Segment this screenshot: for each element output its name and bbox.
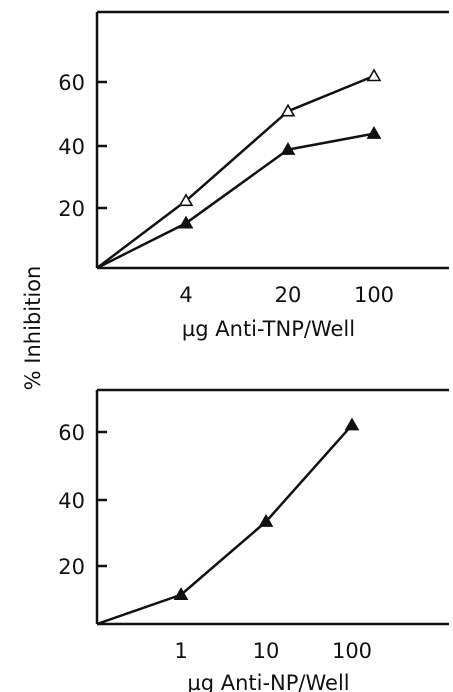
data-point-filled-triangle	[344, 417, 360, 431]
data-point-filled-triangle	[258, 514, 274, 527]
y-tick-label: 60	[58, 421, 85, 445]
x-tick-label: 1	[174, 639, 187, 663]
series-line	[96, 132, 375, 270]
shared-y-axis-label: % Inhibition	[21, 266, 45, 391]
x-axis-label: µg Anti-TNP/Well	[182, 317, 355, 341]
x-tick-label: 100	[354, 283, 394, 307]
data-point-filled-triangle	[280, 141, 296, 155]
x-tick-label: 20	[275, 283, 302, 307]
y-tick-label: 40	[58, 135, 85, 159]
x-tick-label: 4	[179, 283, 192, 307]
data-point-open-triangle	[280, 103, 296, 117]
x-tick-label: 10	[253, 639, 280, 663]
bottom-panel: 20 40 60 1 10 100 µg Anti-NP/Well	[58, 388, 449, 692]
data-point-open-triangle	[178, 193, 194, 207]
x-tick-label: 100	[332, 639, 372, 663]
series-line	[96, 424, 353, 626]
y-tick-label: 40	[58, 489, 85, 513]
top-panel: 20 40 60 4 20 100 µg Anti-TNP/Well	[58, 10, 449, 341]
data-point-filled-triangle	[173, 587, 189, 601]
y-tick-label: 60	[58, 71, 85, 95]
y-tick-label: 20	[58, 555, 85, 579]
data-point-open-triangle	[366, 68, 382, 82]
x-axis-label: µg Anti-NP/Well	[187, 671, 349, 692]
y-tick-label: 20	[58, 197, 85, 221]
data-point-filled-triangle	[178, 215, 194, 229]
series-line	[96, 74, 375, 269]
data-point-filled-triangle	[366, 125, 382, 139]
